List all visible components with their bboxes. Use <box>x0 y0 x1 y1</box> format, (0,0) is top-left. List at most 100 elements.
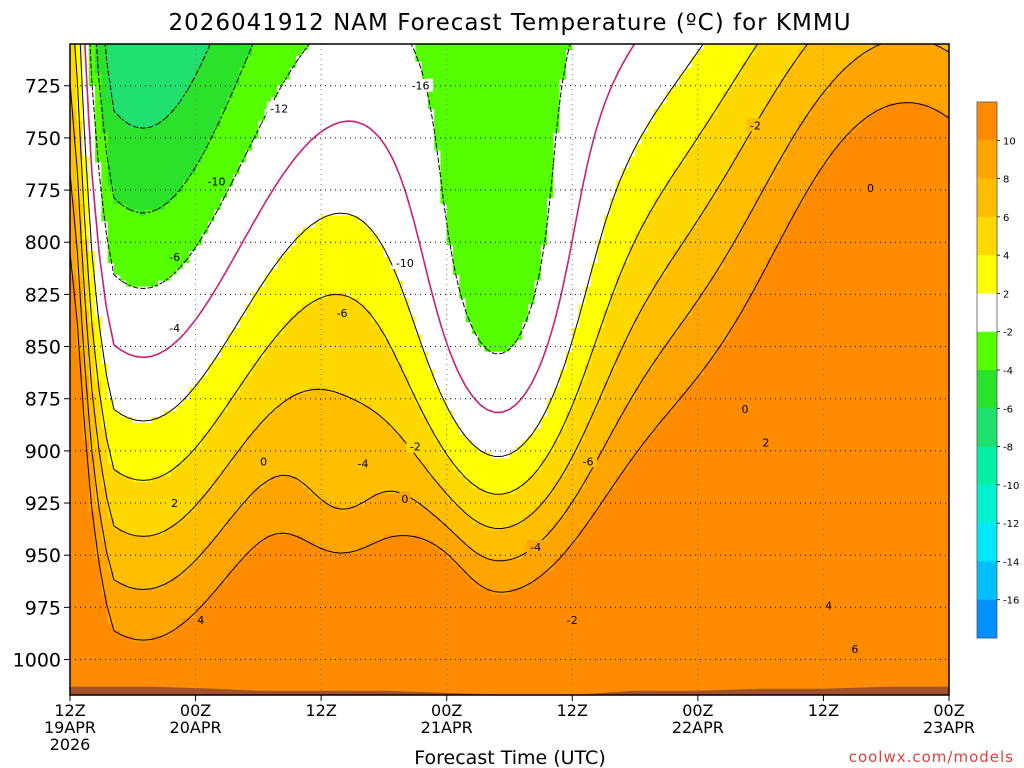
temperature-cell <box>107 239 115 246</box>
temperature-cell <box>151 535 159 542</box>
temperature-cell <box>327 339 335 347</box>
temperature-cell <box>107 481 115 489</box>
temperature-cell <box>314 647 322 655</box>
temperature-cell <box>114 263 121 270</box>
temperature-cell <box>333 606 341 613</box>
temperature-cell <box>114 209 121 217</box>
temperature-cell <box>270 257 278 264</box>
temperature-cell <box>289 91 297 98</box>
temperature-cell <box>189 339 197 347</box>
temperature-cell <box>308 547 316 554</box>
temperature-cell <box>82 180 90 187</box>
temperature-cell <box>189 197 197 205</box>
temperature-cell <box>277 553 285 560</box>
temperature-cell <box>227 203 234 211</box>
temperature-cell <box>264 268 272 276</box>
temperature-cell <box>114 612 121 619</box>
temperature-cell <box>321 665 328 672</box>
temperature-cell <box>176 464 184 471</box>
temperature-cell <box>289 73 297 81</box>
temperature-cell <box>201 393 209 400</box>
temperature-cell <box>277 132 285 140</box>
temperature-cell <box>157 440 165 447</box>
temperature-cell <box>264 606 272 613</box>
temperature-cell <box>82 197 90 205</box>
temperature-cell <box>227 73 234 81</box>
temperature-cell <box>126 239 134 246</box>
temperature-cell <box>201 103 209 110</box>
temperature-cell <box>126 168 134 175</box>
temperature-cell <box>270 434 278 442</box>
temperature-cell <box>164 458 172 465</box>
temperature-cell <box>88 588 96 595</box>
temperature-cell <box>227 91 234 98</box>
temperature-cell <box>289 268 297 276</box>
temperature-cell <box>208 558 215 566</box>
temperature-cell <box>239 286 247 294</box>
temperature-cell <box>327 452 335 459</box>
temperature-cell <box>132 67 140 75</box>
temperature-cell <box>201 517 209 524</box>
temperature-cell <box>333 180 341 187</box>
temperature-cell <box>164 334 172 341</box>
temperature-cell <box>132 558 140 566</box>
temperature-cell <box>327 150 335 157</box>
temperature-cell <box>289 55 297 63</box>
temperature-cell <box>308 197 316 205</box>
temperature-cell <box>214 381 222 388</box>
temperature-cell <box>95 416 102 424</box>
temperature-cell <box>151 67 159 75</box>
temperature-cell <box>132 109 140 116</box>
temperature-cell <box>346 227 354 234</box>
temperature-cell <box>270 280 278 288</box>
temperature-cell <box>302 665 310 672</box>
temperature-cell <box>289 594 297 601</box>
temperature-cell <box>327 138 335 146</box>
temperature-cell <box>70 79 77 86</box>
temperature-cell <box>233 470 241 477</box>
temperature-cell <box>195 120 203 128</box>
temperature-cell <box>107 351 115 359</box>
temperature-cell <box>101 458 109 465</box>
temperature-cell <box>70 576 77 584</box>
temperature-cell <box>264 334 272 341</box>
temperature-cell <box>101 339 109 347</box>
temperature-cell <box>252 624 259 631</box>
temperature-cell <box>114 363 121 371</box>
temperature-cell <box>239 138 247 146</box>
temperature-cell <box>227 399 234 406</box>
temperature-cell <box>70 499 77 507</box>
temperature-cell <box>239 73 247 81</box>
temperature-cell <box>170 85 178 92</box>
temperature-cell <box>208 641 215 649</box>
temperature-cell <box>208 345 215 353</box>
temperature-cell <box>327 103 335 110</box>
temperature-cell <box>76 251 84 258</box>
temperature-cell <box>88 227 96 234</box>
temperature-cell <box>220 328 228 335</box>
temperature-cell <box>302 487 310 495</box>
temperature-cell <box>302 653 310 661</box>
temperature-cell <box>321 221 328 228</box>
temperature-cell <box>220 292 228 300</box>
temperature-cell <box>283 322 291 329</box>
temperature-cell <box>183 61 190 69</box>
temperature-cell <box>195 416 203 424</box>
temperature-cell <box>88 132 96 140</box>
temperature-cell <box>233 381 241 388</box>
temperature-cell <box>208 399 215 406</box>
temperature-cell <box>270 351 278 359</box>
temperature-cell <box>76 316 84 323</box>
temperature-cell <box>76 115 84 122</box>
temperature-cell <box>270 487 278 495</box>
temperature-cell <box>258 49 266 57</box>
temperature-cell <box>321 274 328 282</box>
temperature-cell <box>145 328 153 335</box>
temperature-cell <box>308 594 316 601</box>
temperature-cell <box>82 120 90 128</box>
temperature-cell <box>70 215 77 223</box>
temperature-cell <box>352 150 360 157</box>
temperature-cell <box>139 322 146 329</box>
temperature-cell <box>346 405 354 412</box>
temperature-cell <box>321 659 328 666</box>
